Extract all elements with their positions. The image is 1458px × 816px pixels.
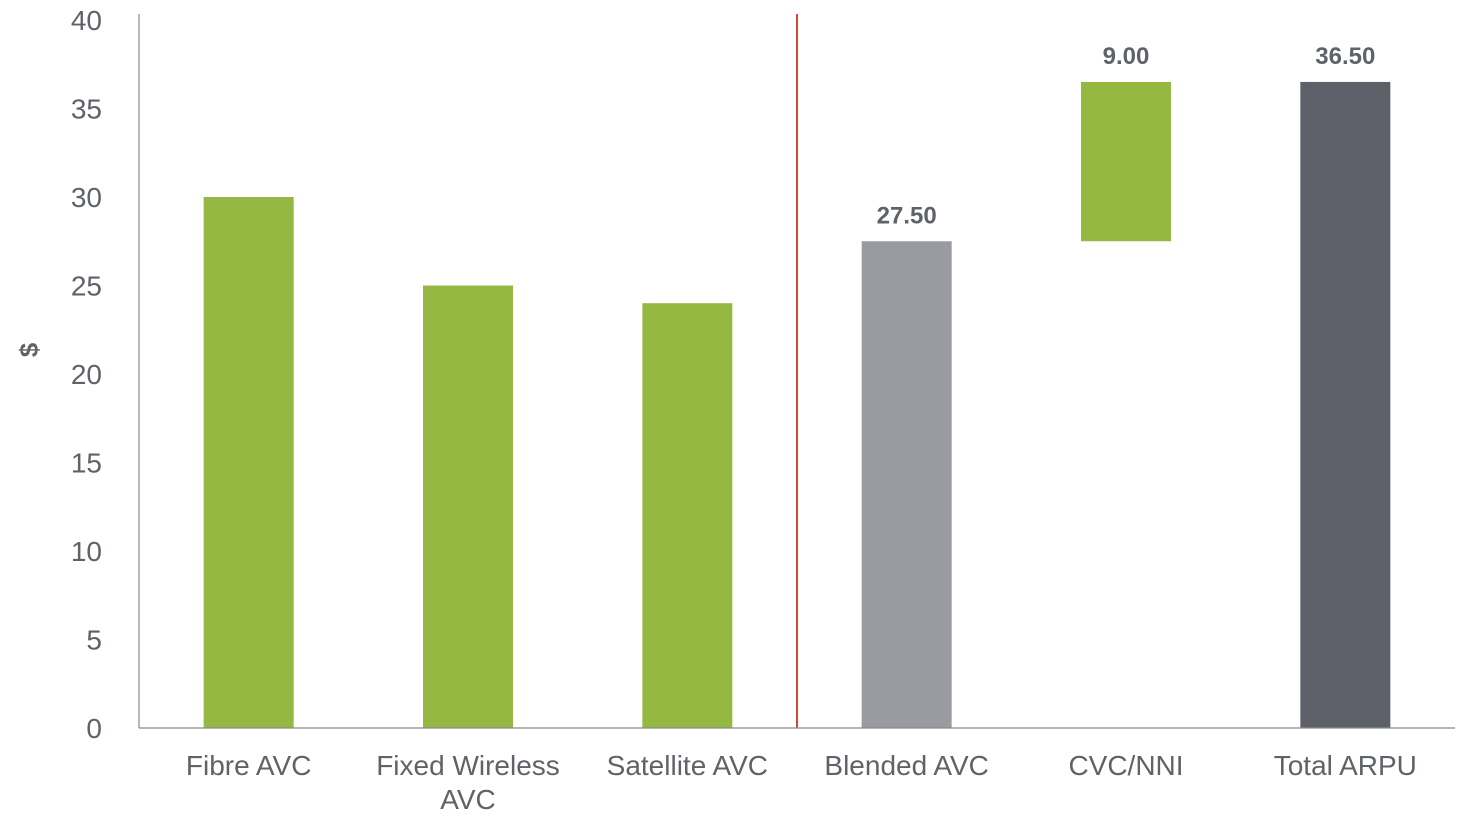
- x-category-label: CVC/NNI: [1068, 750, 1183, 781]
- y-tick-label: 40: [71, 5, 102, 36]
- y-tick-label: 20: [71, 359, 102, 390]
- data-label: 9.00: [1103, 43, 1150, 70]
- bar: [203, 197, 294, 728]
- x-category-label-line: CVC/NNI: [1068, 750, 1183, 781]
- y-tick-label: 5: [86, 625, 102, 656]
- x-category-label-line: AVC: [440, 784, 496, 815]
- x-category-label: Fixed Wireless AVC: [376, 750, 560, 815]
- bar: [423, 285, 513, 728]
- y-tick-label: 35: [71, 94, 102, 125]
- x-category-label: Fibre AVC: [186, 750, 312, 781]
- x-axis: Fibre AVC Fixed Wireless AVC Satellite AVC B…: [139, 727, 1455, 815]
- x-category-label-line: Fixed Wireless: [376, 750, 560, 781]
- y-tick-label: 0: [86, 713, 102, 744]
- data-label: 36.50: [1315, 43, 1375, 70]
- x-category-label: Total ARPU: [1274, 750, 1417, 781]
- x-category-label: Satellite AVC: [607, 750, 768, 781]
- bar: [642, 303, 733, 728]
- x-category-label-line: Satellite AVC: [607, 750, 768, 781]
- bar: [1081, 81, 1171, 242]
- y-axis: 0 5 10 15 20 25 30 35 40: [71, 5, 140, 744]
- y-tick-label: 30: [71, 182, 102, 213]
- y-tick-label: 10: [71, 536, 102, 567]
- x-category-label-line: Total ARPU: [1274, 750, 1417, 781]
- x-category-label-line: Blended AVC: [824, 750, 989, 781]
- y-tick-label: 25: [71, 271, 102, 302]
- bars: [203, 81, 1391, 728]
- bar: [861, 241, 952, 728]
- data-label: 27.50: [877, 202, 937, 229]
- data-labels: 27.50 9.00 36.50: [877, 43, 1376, 229]
- y-tick-label: 15: [71, 448, 102, 479]
- x-category-label-line: Fibre AVC: [186, 750, 312, 781]
- y-axis-title: $: [14, 342, 44, 357]
- bar: [1300, 81, 1391, 728]
- x-category-label: Blended AVC: [824, 750, 989, 781]
